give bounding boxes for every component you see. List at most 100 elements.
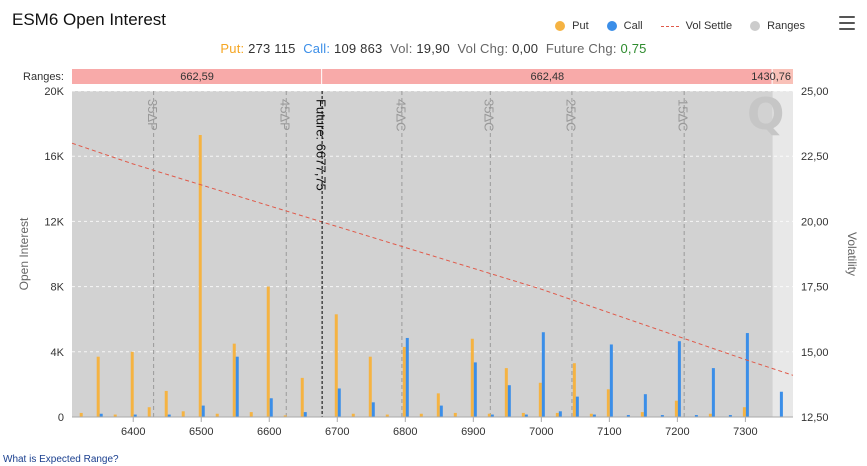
bar-put bbox=[130, 351, 134, 417]
legend-vol-settle-marker bbox=[660, 25, 679, 27]
expected-range-shade bbox=[72, 91, 773, 417]
legend-call-label: Call bbox=[623, 20, 643, 32]
x-tick-label: 7000 bbox=[529, 426, 553, 438]
legend-item-vol-settle[interactable]: Vol Settle bbox=[660, 20, 733, 32]
bar-call bbox=[677, 341, 681, 417]
range-value-label: 1430,76 bbox=[751, 71, 791, 83]
legend-vol-settle-label: Vol Settle bbox=[685, 20, 733, 32]
range-value-label: 662,48 bbox=[531, 71, 565, 83]
bar-call bbox=[133, 414, 137, 417]
bar-put bbox=[708, 413, 712, 417]
stat-vol-value: 19,90 bbox=[416, 41, 450, 56]
y2-tick-label: 15,00 bbox=[801, 347, 829, 359]
legend-put-marker bbox=[555, 21, 566, 31]
bar-call bbox=[694, 415, 698, 417]
bar-put bbox=[181, 411, 185, 417]
bar-call bbox=[201, 405, 205, 417]
legend-item-call[interactable]: Call bbox=[606, 20, 643, 32]
range-segment bbox=[772, 69, 793, 84]
bar-put bbox=[164, 390, 168, 417]
bar-put bbox=[198, 135, 202, 417]
bar-put bbox=[79, 412, 83, 417]
bar-call bbox=[711, 368, 715, 417]
bar-call bbox=[507, 385, 511, 417]
vol-settle-line bbox=[71, 142, 794, 376]
bar-put bbox=[521, 412, 525, 417]
bar-call bbox=[609, 344, 613, 417]
bar-put bbox=[113, 414, 117, 417]
delta-line-label: 45ΔC bbox=[393, 99, 408, 132]
y2-tick-label: 12,50 bbox=[801, 412, 829, 424]
legend: Put Call Vol Settle Ranges bbox=[555, 20, 805, 32]
x-tick-label: 7300 bbox=[733, 426, 757, 438]
bar-call bbox=[558, 411, 562, 417]
bar-put bbox=[538, 382, 542, 417]
bar-put bbox=[402, 346, 406, 417]
bar-call bbox=[303, 412, 307, 417]
bar-put bbox=[300, 377, 304, 417]
bar-call bbox=[575, 396, 579, 417]
y-tick-label: 0 bbox=[58, 412, 64, 424]
x-tick-label: 7200 bbox=[665, 426, 689, 438]
x-tick-label: 6900 bbox=[461, 426, 485, 438]
legend-ranges-marker bbox=[750, 21, 761, 31]
expected-range-link[interactable]: What is Expected Range? bbox=[3, 454, 119, 465]
stat-call-label: Call: bbox=[303, 41, 331, 56]
chart-title: ESM6 Open Interest bbox=[12, 10, 167, 29]
y2-tick-label: 20,00 bbox=[801, 216, 829, 228]
x-tick-label: 6400 bbox=[121, 426, 145, 438]
bar-put bbox=[215, 413, 219, 417]
delta-line-label: 35ΔC bbox=[482, 99, 497, 132]
y-tick-label: 8K bbox=[51, 282, 65, 294]
bar-put bbox=[640, 412, 644, 417]
bar-put bbox=[368, 356, 372, 417]
bar-put bbox=[334, 314, 338, 417]
stat-vol-chg-value: 0,00 bbox=[512, 41, 539, 56]
bar-call bbox=[643, 394, 647, 417]
y2-tick-label: 22,50 bbox=[801, 151, 829, 163]
legend-item-put[interactable]: Put bbox=[555, 20, 589, 32]
legend-call-marker bbox=[606, 21, 617, 31]
x-tick-label: 6600 bbox=[257, 426, 281, 438]
bar-call bbox=[490, 414, 494, 417]
range-segment bbox=[72, 69, 322, 84]
delta-line-label: 15ΔC bbox=[676, 99, 691, 132]
bar-call bbox=[269, 398, 273, 417]
legend-item-ranges[interactable]: Ranges bbox=[750, 20, 805, 32]
bar-put bbox=[283, 415, 287, 417]
bar-call bbox=[337, 388, 341, 417]
ranges-label: Ranges: bbox=[23, 71, 64, 83]
future-label: Future: 6677,75 bbox=[314, 99, 329, 191]
y-tick-label: 16K bbox=[44, 151, 64, 163]
y2-axis-title: Volatility bbox=[845, 232, 859, 276]
bar-put bbox=[419, 413, 423, 417]
bar-call bbox=[473, 362, 477, 417]
stat-put-label: Put: bbox=[220, 41, 245, 56]
x-tick-label: 7100 bbox=[597, 426, 621, 438]
stat-vol-chg-label: Vol Chg: bbox=[457, 41, 509, 56]
bar-call bbox=[728, 415, 732, 417]
y2-tick-label: 17,50 bbox=[801, 282, 829, 294]
bar-call bbox=[592, 414, 596, 417]
bar-call bbox=[99, 413, 103, 417]
bar-call bbox=[371, 402, 375, 417]
range-value-label: 662,59 bbox=[180, 71, 214, 83]
bar-put bbox=[742, 407, 746, 417]
hamburger-menu-icon[interactable] bbox=[839, 16, 855, 30]
delta-line-label: 35ΔP bbox=[145, 99, 160, 131]
bar-call bbox=[439, 405, 443, 417]
bar-put bbox=[589, 413, 593, 417]
bar-put bbox=[504, 368, 508, 417]
bar-put bbox=[453, 412, 457, 417]
bar-put bbox=[487, 413, 491, 417]
bar-put bbox=[606, 389, 610, 417]
legend-put-label: Put bbox=[572, 20, 589, 32]
watermark-logo: Q bbox=[747, 89, 784, 140]
bar-call bbox=[779, 391, 783, 417]
bar-put bbox=[555, 412, 559, 417]
bar-call bbox=[745, 333, 749, 417]
bar-call bbox=[167, 414, 171, 417]
bar-call bbox=[626, 415, 630, 417]
x-tick-label: 6500 bbox=[189, 426, 213, 438]
